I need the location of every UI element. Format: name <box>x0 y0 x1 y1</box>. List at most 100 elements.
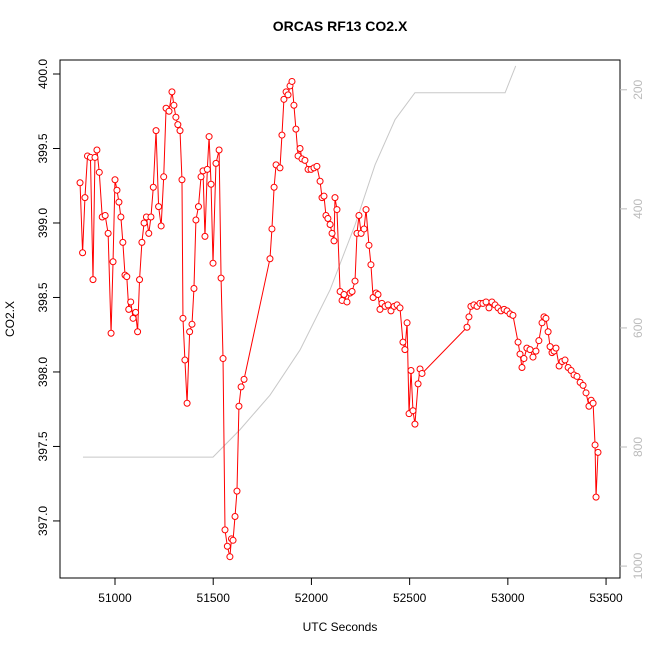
point <box>79 249 87 257</box>
y2-tick-label: 600 <box>631 318 645 338</box>
x-tick-label: 52500 <box>393 591 427 605</box>
point <box>579 381 587 389</box>
point <box>117 213 125 221</box>
point <box>535 337 543 345</box>
point <box>91 153 99 161</box>
x-tick-label: 52000 <box>295 591 329 605</box>
point <box>76 179 84 187</box>
point <box>374 290 382 298</box>
point <box>367 261 375 269</box>
point <box>333 206 341 214</box>
chart-title: ORCAS RF13 CO2.X <box>273 18 408 34</box>
point <box>529 353 537 361</box>
point <box>233 487 241 495</box>
point <box>113 186 121 194</box>
point <box>149 183 157 191</box>
point <box>409 407 417 415</box>
point <box>221 526 229 534</box>
point <box>292 125 300 133</box>
y-tick-label: 397.5 <box>36 431 50 461</box>
point <box>589 399 597 407</box>
x-axis-label: UTC Seconds <box>303 620 378 634</box>
point <box>186 328 194 336</box>
point <box>223 542 231 550</box>
y-tick-label: 399.0 <box>36 208 50 238</box>
y-tick-label: 399.5 <box>36 133 50 163</box>
point <box>384 301 392 309</box>
point <box>270 183 278 191</box>
point <box>330 237 338 245</box>
point <box>132 308 140 316</box>
point <box>107 329 115 337</box>
point <box>81 194 89 202</box>
point <box>229 536 237 544</box>
point <box>192 216 200 224</box>
point <box>544 328 552 336</box>
point <box>509 311 517 319</box>
point <box>594 448 602 456</box>
point <box>532 347 540 355</box>
point <box>313 162 321 170</box>
point <box>516 350 524 358</box>
point <box>160 173 168 181</box>
point <box>95 168 103 176</box>
point <box>101 212 109 220</box>
point <box>207 180 215 188</box>
point <box>591 441 599 449</box>
point <box>399 338 407 346</box>
point <box>418 369 426 377</box>
point <box>348 288 356 296</box>
point <box>355 212 363 220</box>
point <box>136 276 144 284</box>
point <box>145 229 153 237</box>
point <box>396 304 404 312</box>
point <box>147 213 155 221</box>
point <box>351 277 359 285</box>
point <box>194 203 202 211</box>
point <box>93 146 101 154</box>
point <box>552 344 560 352</box>
point <box>463 323 471 331</box>
point <box>89 276 97 284</box>
point <box>362 206 370 214</box>
point <box>465 313 473 321</box>
point <box>280 95 288 103</box>
point <box>414 380 422 388</box>
point <box>176 127 184 135</box>
x-tick-label: 51000 <box>98 591 132 605</box>
y2-tick-label: 200 <box>631 79 645 99</box>
point <box>138 238 146 246</box>
point <box>592 493 600 501</box>
y-tick-label: 400.0 <box>36 59 50 89</box>
point <box>115 198 123 206</box>
point <box>278 131 286 139</box>
point <box>170 101 178 109</box>
point <box>376 305 384 313</box>
y-tick-label: 398.0 <box>36 357 50 387</box>
point <box>266 255 274 263</box>
point <box>157 222 165 230</box>
point <box>401 346 409 354</box>
point <box>111 176 119 184</box>
point <box>129 314 137 322</box>
point <box>235 402 243 410</box>
y-tick-label: 397.0 <box>36 506 50 536</box>
y2-tick-label: 1000 <box>631 552 645 579</box>
point <box>573 372 581 380</box>
point <box>217 274 225 282</box>
point <box>215 146 223 154</box>
point <box>134 328 142 336</box>
point <box>212 159 220 167</box>
point <box>316 177 324 185</box>
point <box>296 144 304 152</box>
point <box>407 366 415 374</box>
point <box>290 101 298 109</box>
point <box>343 298 351 306</box>
point <box>326 220 334 228</box>
point <box>276 164 284 172</box>
point <box>123 273 131 281</box>
plot-area <box>76 65 602 561</box>
